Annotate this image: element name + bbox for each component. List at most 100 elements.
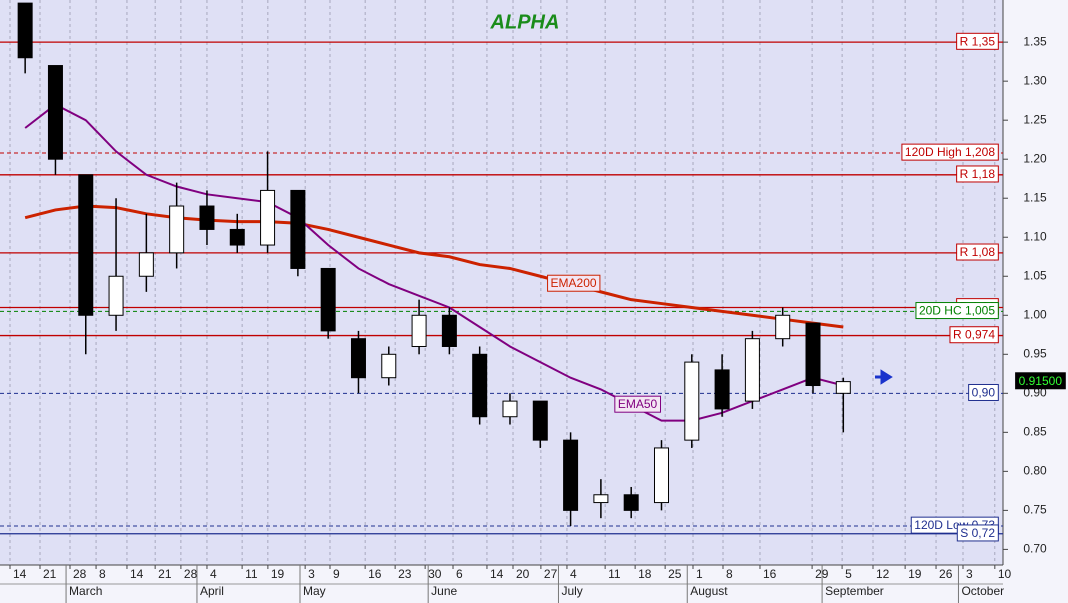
candle-body bbox=[138, 252, 154, 277]
x-tick-label: 21 bbox=[158, 567, 172, 581]
month-label: March bbox=[69, 584, 102, 598]
x-tick-label: 11 bbox=[245, 567, 258, 581]
level-label-box bbox=[956, 32, 999, 50]
month-label: April bbox=[200, 584, 224, 598]
x-tick-label: 10 bbox=[998, 567, 1012, 581]
x-tick-label: 4 bbox=[210, 567, 217, 581]
x-tick-label: 3 bbox=[966, 567, 973, 581]
candle-body bbox=[169, 205, 185, 254]
x-tick-label: 28 bbox=[184, 567, 198, 581]
chart-title: ALPHA bbox=[490, 11, 560, 33]
month-label: August bbox=[690, 584, 728, 598]
x-tick-label: 26 bbox=[939, 567, 953, 581]
x-tick-label: 25 bbox=[668, 567, 682, 581]
level-label-box bbox=[956, 165, 999, 183]
y-tick-label: 1.10 bbox=[1023, 229, 1047, 243]
y-tick-label: 0.70 bbox=[1023, 542, 1047, 556]
candle-body bbox=[653, 447, 669, 504]
candle-body bbox=[78, 174, 94, 316]
candle-body bbox=[381, 353, 397, 379]
level-label: R 0,974 bbox=[953, 328, 995, 342]
candle-body bbox=[684, 361, 700, 441]
x-tick-label: 19 bbox=[908, 567, 922, 581]
level-label-box bbox=[901, 143, 999, 161]
x-tick-label: 23 bbox=[398, 567, 412, 581]
candle-body bbox=[714, 369, 730, 410]
y-tick-label: 1.20 bbox=[1023, 151, 1047, 165]
candle-body bbox=[775, 314, 791, 340]
level-label: R 1,35 bbox=[960, 34, 996, 48]
month-label: September bbox=[825, 584, 884, 598]
x-tick-label: 30 bbox=[428, 567, 442, 581]
series-label-box bbox=[614, 395, 662, 413]
x-tick-label: 16 bbox=[368, 567, 382, 581]
candle-body bbox=[411, 314, 427, 347]
x-tick-label: 14 bbox=[130, 567, 144, 581]
y-tick-label: 0.75 bbox=[1023, 503, 1047, 517]
candle-body bbox=[320, 267, 336, 332]
y-tick-label: 1.05 bbox=[1023, 268, 1047, 282]
ema-line bbox=[24, 204, 844, 329]
y-tick-label: 0.80 bbox=[1023, 464, 1047, 478]
x-tick-label: 20 bbox=[516, 567, 530, 581]
candle-body bbox=[472, 353, 488, 418]
month-label: July bbox=[561, 584, 582, 598]
x-tick-label: 21 bbox=[43, 567, 57, 581]
x-tick-label: 14 bbox=[490, 567, 504, 581]
arrow-icon bbox=[875, 369, 893, 385]
x-tick-label: 12 bbox=[876, 567, 890, 581]
candle-body bbox=[623, 494, 639, 511]
y-tick-label: 0.95 bbox=[1023, 346, 1047, 360]
x-tick-label: 27 bbox=[544, 567, 558, 581]
month-label: October bbox=[961, 584, 1004, 598]
candle-body bbox=[835, 381, 851, 394]
x-tick-label: 28 bbox=[73, 567, 87, 581]
candle-body bbox=[47, 65, 63, 160]
candle-body bbox=[441, 314, 457, 347]
level-label-box bbox=[915, 302, 999, 320]
y-tick-label: 1.15 bbox=[1023, 190, 1047, 204]
x-tick-label: 9 bbox=[333, 567, 340, 581]
x-tick-label: 8 bbox=[99, 567, 106, 581]
candle-body bbox=[199, 205, 215, 230]
x-tick-label: 1 bbox=[696, 567, 703, 581]
y-tick-label: 1.30 bbox=[1023, 73, 1047, 87]
candle-body bbox=[350, 338, 366, 379]
candle-body bbox=[108, 275, 124, 316]
y-tick-label: 1.35 bbox=[1023, 34, 1047, 48]
candle-body bbox=[502, 400, 518, 418]
y-axis-area bbox=[1003, 0, 1068, 603]
level-label-box bbox=[956, 243, 999, 261]
candle-body bbox=[290, 189, 306, 269]
candle-body bbox=[17, 2, 33, 59]
x-tick-label: 14 bbox=[13, 567, 27, 581]
candle-body bbox=[805, 322, 821, 387]
x-tick-label: 6 bbox=[456, 567, 463, 581]
last-price-label-box bbox=[1015, 372, 1066, 390]
y-tick-label: 1.00 bbox=[1023, 307, 1047, 321]
candle-body bbox=[563, 439, 579, 511]
level-label: S 0,72 bbox=[960, 526, 995, 540]
ema-line bbox=[24, 103, 844, 422]
level-label: 20D HC 1,005 bbox=[919, 304, 995, 318]
level-label-box bbox=[956, 524, 999, 542]
level-label-box bbox=[949, 326, 999, 344]
x-tick-label: 16 bbox=[763, 567, 777, 581]
y-tick-label: 1.25 bbox=[1023, 112, 1047, 126]
candle-body bbox=[532, 400, 548, 441]
x-tick-label: 4 bbox=[570, 567, 577, 581]
candle-body bbox=[744, 338, 760, 402]
candle-body bbox=[593, 494, 609, 504]
x-tick-label: 11 bbox=[608, 567, 621, 581]
x-tick-label: 8 bbox=[726, 567, 733, 581]
candle-body bbox=[229, 228, 245, 246]
y-tick-label: 0.85 bbox=[1023, 425, 1047, 439]
month-label: June bbox=[431, 584, 457, 598]
x-tick-label: 19 bbox=[271, 567, 285, 581]
last-price-label: 0.91500 bbox=[1019, 374, 1063, 388]
level-label: R 1,18 bbox=[960, 167, 996, 181]
x-tick-label: 5 bbox=[845, 567, 852, 581]
level-label: R 1,08 bbox=[960, 245, 996, 259]
